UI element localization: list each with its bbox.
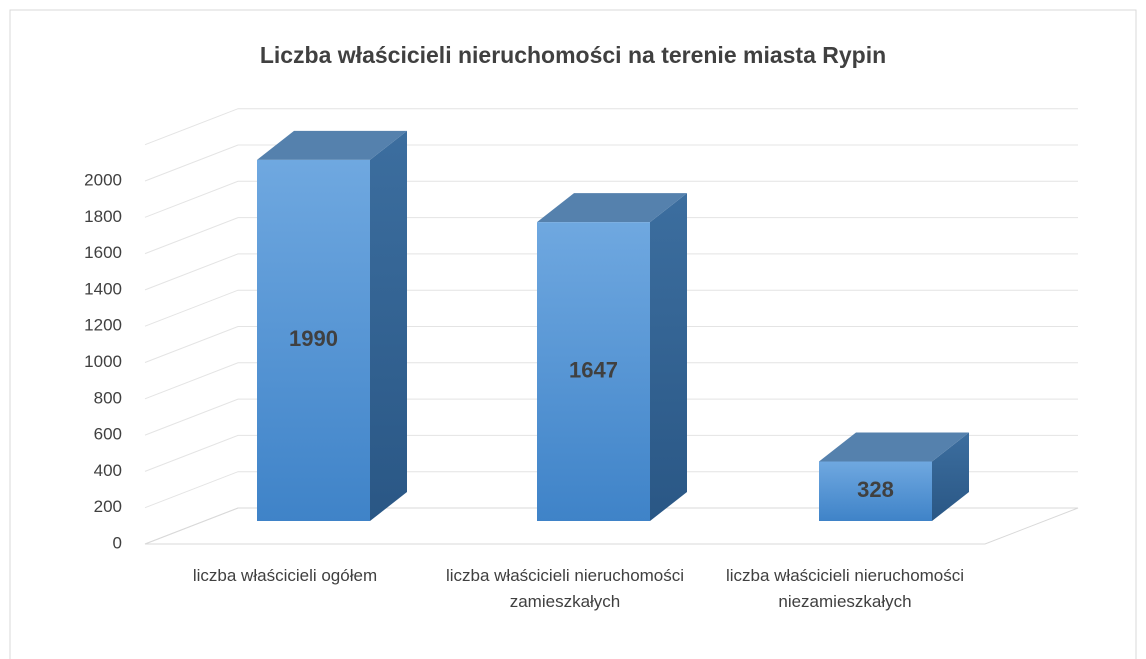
x-tick-label: liczba właścicieli ogółem bbox=[192, 566, 378, 585]
x-tick-label: liczba właścicieli nieruchomości zamiesz… bbox=[445, 566, 685, 611]
bar-side bbox=[370, 130, 407, 521]
grid-line bbox=[144, 289, 1078, 327]
grid-line bbox=[144, 326, 1078, 363]
floor bbox=[144, 507, 1079, 545]
y-tick-label: 1800 bbox=[84, 207, 122, 226]
bar-side bbox=[650, 193, 687, 521]
bar-front bbox=[537, 222, 650, 521]
data-label: 1647 bbox=[569, 357, 618, 382]
y-tick-label: 1400 bbox=[84, 279, 122, 298]
grid-line bbox=[144, 471, 1078, 509]
y-tick-label: 400 bbox=[94, 461, 122, 480]
frame bbox=[9, 9, 1137, 659]
bar-top bbox=[819, 432, 969, 462]
y-tick-label: 1600 bbox=[84, 243, 122, 262]
x-tick-label: liczba właścicieli nieruchomości niezami… bbox=[725, 566, 965, 611]
y-tick-label: 800 bbox=[94, 388, 122, 407]
bar-top bbox=[537, 193, 687, 223]
bar-top bbox=[257, 130, 407, 160]
grid-line bbox=[144, 217, 1078, 255]
wall-top bbox=[144, 108, 1078, 146]
bar-side bbox=[932, 432, 969, 521]
y-tick-label: 1200 bbox=[84, 316, 122, 335]
bar-front bbox=[257, 159, 370, 521]
y-tick-label: 0 bbox=[113, 533, 122, 552]
bar bbox=[819, 432, 969, 521]
chart-title: Liczba właścicieli nieruchomości na tere… bbox=[260, 42, 886, 68]
y-tick-label: 2000 bbox=[84, 170, 122, 189]
grid-line bbox=[144, 398, 1078, 436]
y-tick-label: 200 bbox=[94, 497, 122, 516]
grid-line bbox=[144, 180, 1078, 218]
data-label: 328 bbox=[857, 477, 894, 502]
y-tick-label: 1000 bbox=[84, 352, 122, 371]
y-tick-label: 600 bbox=[94, 425, 122, 444]
bar bbox=[257, 130, 407, 521]
bar bbox=[537, 193, 687, 521]
grid-line bbox=[144, 362, 1078, 400]
grid-line bbox=[144, 434, 1078, 472]
grid-line bbox=[144, 253, 1078, 291]
data-label: 1990 bbox=[289, 326, 338, 351]
grid-line bbox=[144, 144, 1078, 182]
bar-front bbox=[819, 461, 932, 521]
